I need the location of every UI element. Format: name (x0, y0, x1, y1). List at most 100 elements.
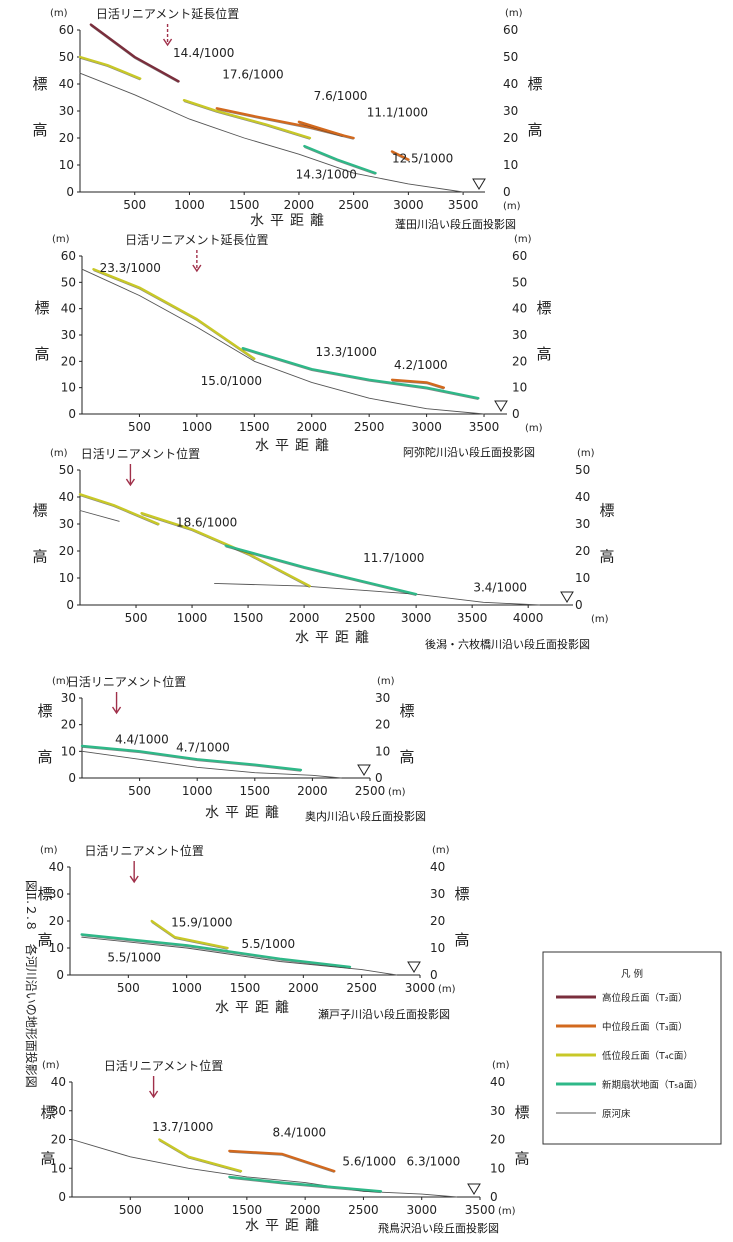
gradient-label: 5.6/1000 (342, 1154, 396, 1168)
x-tick-label: 1000 (174, 198, 205, 212)
gradient-label: 23.3/1000 (100, 261, 161, 275)
y-tick-label-right: 60 (512, 249, 527, 263)
y-tick-label-right: 30 (430, 887, 445, 901)
x-tick-label: 1500 (230, 981, 261, 995)
y-tick-label-left: 30 (59, 104, 74, 118)
series-line-5 (78, 55, 142, 80)
y-tick-label-left: 20 (59, 544, 74, 558)
chart-caption: 瀬戸子川沿い段丘面投影図 (318, 1007, 450, 1021)
y-tick-label-right: 0 (375, 771, 383, 785)
series-line-1 (89, 23, 180, 83)
x-tick-label: 3000 (411, 420, 442, 434)
gradient-label: 17.6/1000 (222, 68, 283, 82)
y-unit-left: (m) (50, 8, 68, 19)
y-tick-label-left: 0 (58, 1190, 66, 1204)
lineament-label: 日活リニアメント位置 (104, 1058, 223, 1073)
x-tick-label: 2000 (284, 198, 315, 212)
x-unit: (m) (503, 201, 521, 212)
x-tick-label: 3000 (406, 1203, 437, 1217)
chart-panel-6: 0 0 10 10 20 20 30 30 40 40 500 1000 1500 2000 2500 300… (40, 1058, 529, 1235)
y-tick-label-right: 40 (575, 490, 590, 504)
x-tick-label: 500 (128, 420, 151, 434)
y-tick-label-right: 10 (512, 381, 527, 395)
lineament-arrow-head (192, 264, 202, 273)
x-tick-label: 2500 (338, 198, 369, 212)
gradient-label: 15.9/1000 (171, 915, 232, 929)
y-unit-right: (m) (514, 234, 532, 245)
y-tick-label-left: 0 (66, 185, 74, 199)
series-line-2 (228, 1149, 336, 1173)
y-axis-label-left: 標高 (37, 885, 52, 949)
x-axis-label: 水平距離 (215, 999, 295, 1016)
gradient-label: 7.6/1000 (314, 89, 368, 103)
gradient-label: 8.4/1000 (272, 1126, 326, 1140)
y-tick-label-left: 10 (49, 941, 64, 955)
series-outline (229, 1151, 335, 1173)
y-tick-label-left: 10 (61, 744, 76, 758)
y-tick-label-left: 10 (51, 1161, 66, 1175)
y-tick-label-right: 20 (430, 914, 445, 928)
y-tick-label-right: 0 (512, 407, 520, 421)
series-line-1 (80, 744, 303, 772)
y-tick-label-right: 40 (430, 860, 445, 874)
y-axis-label-right: 標高 (454, 885, 469, 949)
y-tick-label-right: 40 (503, 77, 518, 91)
legend-title: 凡 例 (621, 968, 643, 980)
x-tick-label: 1500 (229, 198, 260, 212)
y-axis-label-left: 標高 (37, 702, 52, 766)
y-tick-label-right: 30 (503, 104, 518, 118)
x-tick-label: 1500 (240, 784, 271, 798)
gradient-label: 5.5/1000 (241, 937, 295, 951)
gradient-label: 15.0/1000 (201, 374, 262, 388)
y-tick-label-left: 50 (59, 463, 74, 477)
x-tick-label: 2500 (355, 784, 386, 798)
series-line-3 (297, 120, 344, 137)
series-line-6 (182, 99, 312, 140)
figure-title: 図Ⅱ.２.８ 各河川沿いの地形面投影図 (24, 880, 39, 1088)
y-axis-label-right: 標高 (399, 702, 414, 766)
gradient-label: 13.3/1000 (316, 345, 377, 359)
x-axis-label: 水平距離 (205, 804, 285, 821)
y-tick-label-right: 40 (490, 1075, 505, 1089)
y-tick-label-right: 20 (375, 718, 390, 732)
x-tick-label: 3500 (469, 420, 500, 434)
y-tick-label-left: 40 (49, 860, 64, 874)
series-line-7 (303, 144, 377, 175)
y-tick-label-left: 40 (51, 1075, 66, 1089)
y-tick-label-right: 10 (490, 1161, 505, 1175)
gradient-label: 14.3/1000 (296, 168, 357, 182)
y-tick-label-left: 0 (68, 771, 76, 785)
series-line-3 (140, 512, 311, 588)
y-tick-label-left: 10 (59, 158, 74, 172)
y-tick-label-left: 40 (61, 302, 76, 316)
y-tick-label-left: 10 (59, 571, 74, 585)
series-line-4 (224, 544, 418, 596)
x-tick-label: 2500 (345, 611, 376, 625)
gradient-label: 18.6/1000 (176, 516, 237, 530)
y-tick-label-right: 10 (575, 571, 590, 585)
x-tick-label: 1500 (232, 1203, 263, 1217)
x-tick-label: 3500 (465, 1203, 496, 1217)
gradient-label: 4.7/1000 (176, 740, 230, 754)
x-tick-label: 1000 (182, 784, 213, 798)
lineament-label: 日活リニアメント位置 (84, 843, 203, 858)
y-tick-label-right: 40 (512, 302, 527, 316)
legend-box (542, 951, 722, 1145)
y-tick-label-left: 30 (59, 517, 74, 531)
gradient-label: 12.5/1000 (392, 151, 453, 165)
y-tick-label-right: 50 (503, 50, 518, 64)
series-line-2 (78, 493, 160, 526)
y-tick-label-right: 0 (490, 1190, 498, 1204)
x-axis-label: 水平距離 (250, 212, 330, 229)
lineament-label: 日活リニアメント位置 (67, 674, 186, 689)
series-line-3 (390, 378, 445, 389)
y-tick-label-right: 20 (503, 131, 518, 145)
series-line-0 (79, 72, 464, 193)
y-tick-label-left: 20 (49, 914, 64, 928)
y-tick-label-right: 10 (503, 158, 518, 172)
y-tick-label-right: 50 (512, 275, 527, 289)
x-unit: (m) (591, 614, 609, 625)
chart-caption: 蓬田川沿い段丘面投影図 (395, 217, 516, 231)
y-unit-left: (m) (50, 448, 68, 459)
series-line-2 (241, 347, 480, 400)
